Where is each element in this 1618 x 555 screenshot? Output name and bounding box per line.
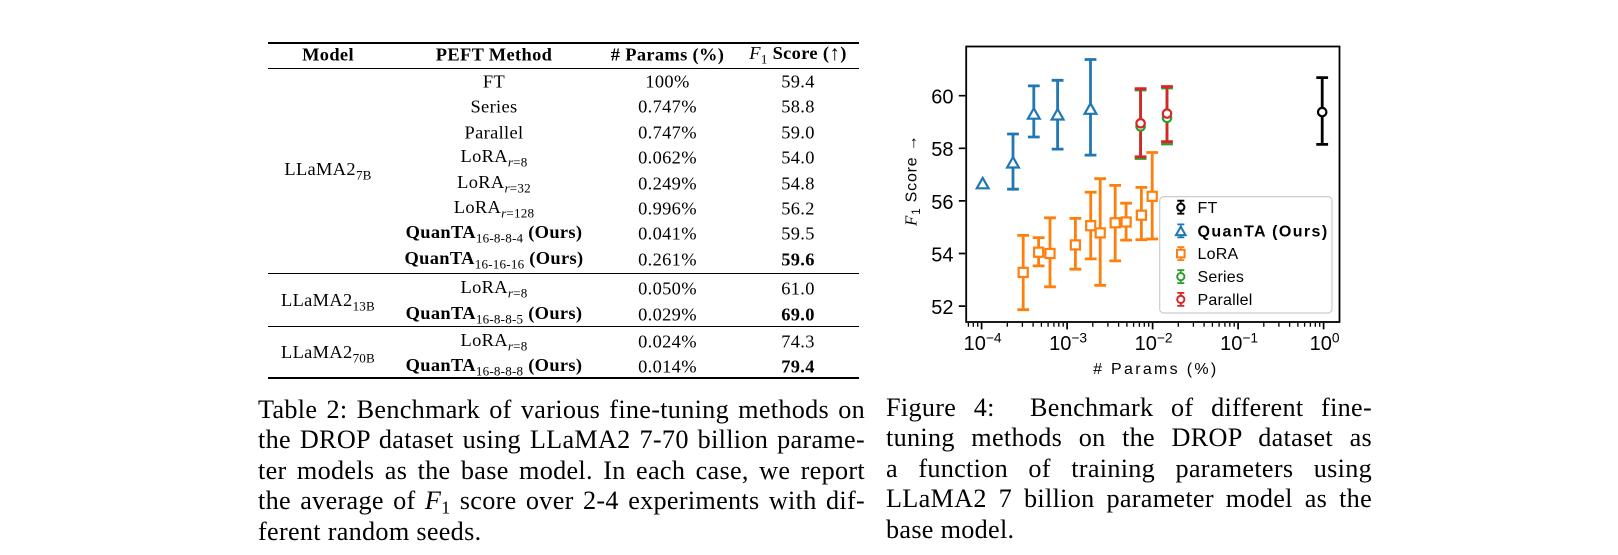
svg-text:FT: FT [1198, 200, 1218, 217]
svg-text:56: 56 [931, 192, 953, 214]
svg-text:Parallel: Parallel [1198, 292, 1253, 309]
svg-text:LoRA: LoRA [1198, 246, 1239, 263]
svg-text:10−1: 10−1 [1220, 331, 1258, 355]
svg-text:100: 100 [1310, 331, 1340, 355]
svg-text:10−3: 10−3 [1049, 331, 1087, 355]
svg-text:QuanTA (Ours): QuanTA (Ours) [1198, 224, 1329, 241]
svg-text:Series: Series [1198, 269, 1245, 286]
svg-text:# Params (%): # Params (%) [1093, 361, 1218, 378]
svg-text:10−4: 10−4 [964, 331, 1002, 355]
svg-text:52: 52 [931, 297, 953, 319]
svg-text:10−2: 10−2 [1135, 331, 1173, 355]
svg-text:F1 Score →: F1 Score → [901, 134, 923, 226]
svg-text:58: 58 [931, 139, 953, 161]
svg-text:60: 60 [931, 87, 953, 109]
svg-text:54: 54 [931, 244, 953, 266]
